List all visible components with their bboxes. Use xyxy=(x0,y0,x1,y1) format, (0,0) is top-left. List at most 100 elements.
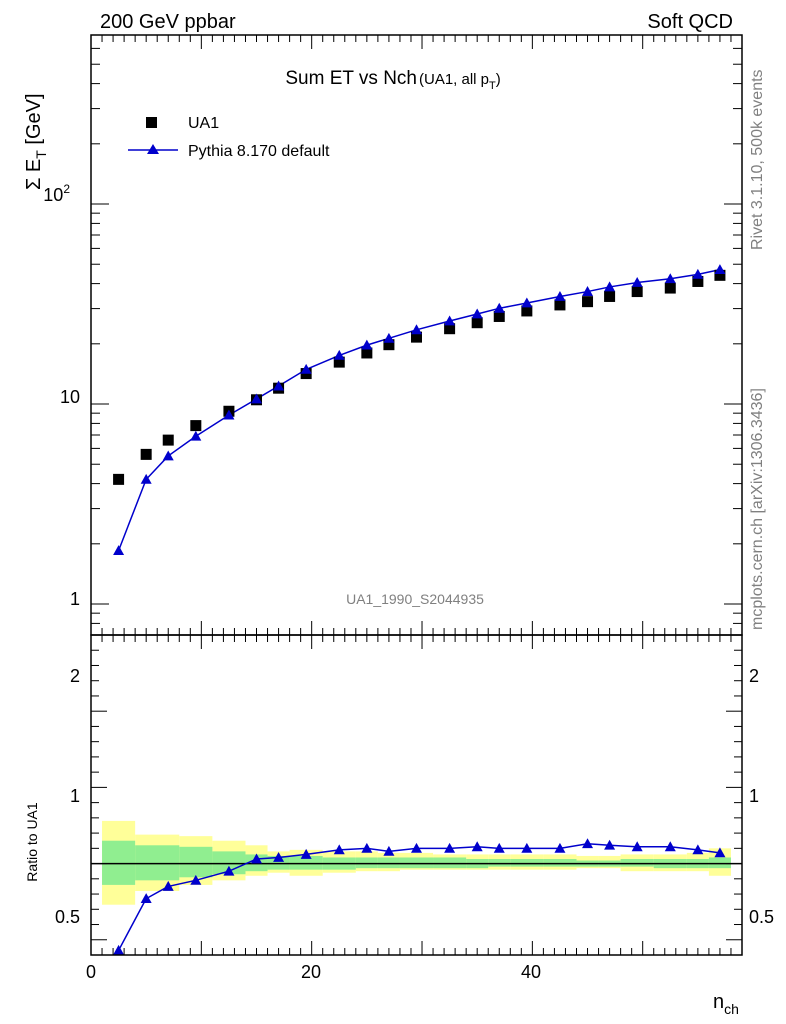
xtick-label-20: 20 xyxy=(301,962,321,982)
title-sub-index: T xyxy=(489,80,496,92)
pythia-point xyxy=(604,281,616,292)
ratio-pythia-point xyxy=(140,893,152,904)
ratio-pythia-point xyxy=(333,844,345,855)
pythia-point xyxy=(664,273,676,284)
ratio-ytick-label-05-right: 0.5 xyxy=(749,907,774,927)
band-inner xyxy=(620,859,654,867)
main-ytick-label-1: 1 xyxy=(70,589,80,609)
ratio-pythia-point xyxy=(113,944,125,955)
pythia-point xyxy=(631,277,643,287)
band-inner xyxy=(433,857,467,869)
pythia-point xyxy=(162,450,174,461)
ua1-point xyxy=(411,331,422,343)
ratio-pythia-point xyxy=(361,842,373,853)
uncertainty-bands xyxy=(102,820,731,905)
ua1-point xyxy=(631,286,643,298)
ua1-point xyxy=(471,317,483,329)
band-inner xyxy=(289,855,323,870)
ratio-ytick-label-1-right: 1 xyxy=(749,786,759,806)
ua1-point xyxy=(692,275,704,287)
ratio-ytick-label-05: 0.5 xyxy=(55,907,80,927)
pythia-point xyxy=(273,380,285,391)
pythia-point xyxy=(251,393,263,404)
xtick-label-40: 40 xyxy=(521,962,541,982)
pythia-point xyxy=(361,339,373,350)
xlabel-index: ch xyxy=(724,1001,739,1017)
ua1-point xyxy=(714,269,726,281)
pythia-point xyxy=(521,297,533,308)
xlabel: nch xyxy=(713,991,739,1017)
ua1-point xyxy=(582,296,594,308)
ratio-pythia-point xyxy=(411,842,422,853)
ua1-point xyxy=(664,282,676,294)
main-ytick-label-10: 10 xyxy=(60,387,80,407)
title-main: Sum ET vs Nch xyxy=(285,68,417,89)
pythia-point xyxy=(554,290,566,301)
band-inner xyxy=(212,851,246,875)
pythia-point xyxy=(190,430,202,441)
ratio-pythia-point xyxy=(664,841,676,852)
band-inner xyxy=(488,859,511,867)
mcplots-label: mcplots.cern.ch [arXiv:1306.3436] xyxy=(749,388,766,630)
xtick-label-0: 0 xyxy=(86,962,96,982)
ua1-point xyxy=(554,299,566,311)
pythia-point xyxy=(333,349,345,360)
ratio-ytick-label-1: 1 xyxy=(70,786,80,806)
ua1-point xyxy=(190,420,202,432)
pythia-point xyxy=(493,302,505,313)
pythia-point xyxy=(692,268,704,279)
ratio-ytick-label-2-right: 2 xyxy=(749,666,759,686)
band-inner xyxy=(399,857,434,869)
title-sub: (UA1, all pT) xyxy=(419,71,501,92)
ratio-pythia-point xyxy=(251,853,263,864)
pythia-point xyxy=(383,332,395,343)
legend-pythia-marker xyxy=(147,144,159,154)
main-ytick-label-100-exp: 2 xyxy=(63,182,70,196)
main-ylabel-text: Σ E xyxy=(23,159,45,190)
pythia-point xyxy=(140,473,152,484)
legend-ua1-marker xyxy=(146,117,157,128)
pythia-point xyxy=(444,315,456,326)
ratio-frame xyxy=(90,634,743,956)
energy-label: 200 GeV ppbar xyxy=(100,11,236,33)
ratio-pythia-point xyxy=(692,844,704,855)
ratio-pythia-point xyxy=(383,845,395,856)
ua1-point xyxy=(444,323,456,335)
ratio-pythia-point xyxy=(444,842,456,853)
ratio-pythia-point xyxy=(162,880,174,891)
ratio-pythia-point xyxy=(223,865,235,876)
ratio-ytick-label-2: 2 xyxy=(70,666,80,686)
band-inner xyxy=(102,840,136,885)
ratio-pythia-point xyxy=(604,839,616,850)
band-inner xyxy=(267,855,290,870)
ratio-pythia-point xyxy=(631,841,643,852)
main-ytick-label-100-base: 10 xyxy=(43,185,63,205)
ua1-point xyxy=(113,473,125,485)
analysis-id: UA1_1990_S2044935 xyxy=(346,591,484,607)
ratio-pythia-point xyxy=(582,838,594,849)
pythia-point xyxy=(714,264,726,275)
main-ylabel: Σ ET [GeV] xyxy=(23,93,49,190)
legend-ua1-label: UA1 xyxy=(188,115,219,132)
main-ylabel-index: T xyxy=(33,150,49,159)
main-ylabel-unit: [GeV] xyxy=(23,93,45,150)
main-plot-marks xyxy=(113,264,726,555)
ua1-point xyxy=(521,305,533,317)
process-label: Soft QCD xyxy=(647,11,733,33)
ua1-point xyxy=(604,290,616,302)
band-inner xyxy=(135,845,180,881)
band-inner xyxy=(355,857,378,869)
band-inner xyxy=(708,857,731,869)
ua1-point xyxy=(140,448,152,460)
band-inner xyxy=(179,846,213,878)
ratio-pythia-point xyxy=(273,851,285,862)
ratio-pythia-point xyxy=(190,874,202,885)
ua1-point xyxy=(162,434,174,446)
title-sub-close: ) xyxy=(496,71,501,88)
ratio-ylabel: Ratio to UA1 xyxy=(24,802,40,882)
axis-ticks xyxy=(90,34,743,956)
pythia-point xyxy=(582,286,594,296)
main-ytick-label-100: 102 xyxy=(43,182,70,205)
pythia-point xyxy=(113,545,125,555)
